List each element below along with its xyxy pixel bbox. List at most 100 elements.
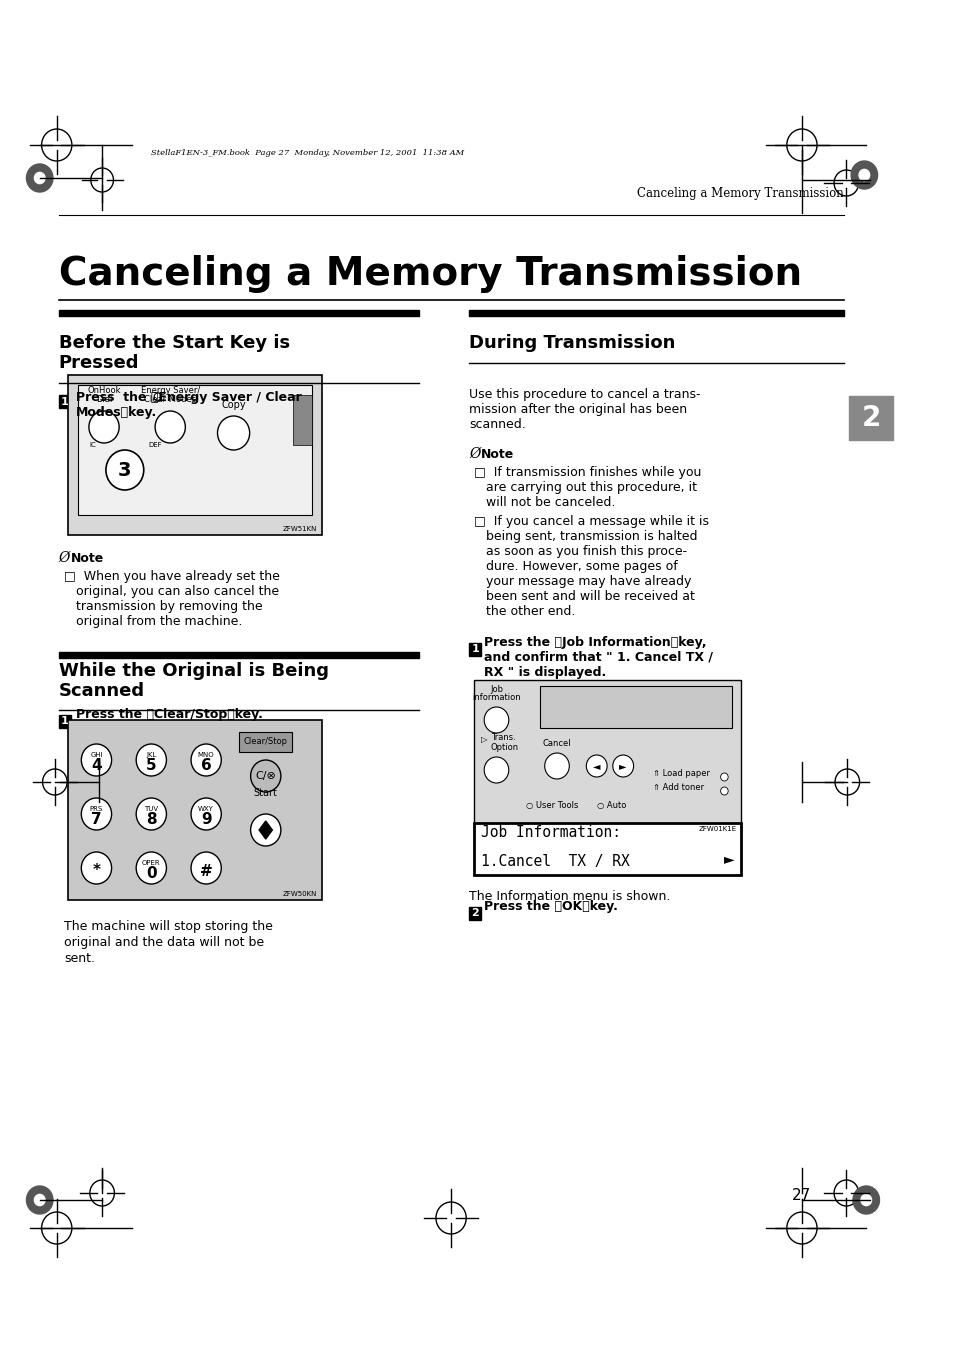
- Text: the other end.: the other end.: [474, 605, 575, 617]
- Bar: [539, 686, 731, 728]
- Text: Job: Job: [490, 685, 502, 694]
- Text: 2: 2: [471, 908, 478, 917]
- Text: original, you can also cancel the: original, you can also cancel the: [64, 585, 279, 598]
- FancyBboxPatch shape: [58, 715, 71, 728]
- Text: original from the machine.: original from the machine.: [64, 615, 242, 628]
- Text: transmission by removing the: transmission by removing the: [64, 600, 263, 613]
- Circle shape: [586, 755, 606, 777]
- Text: MNO: MNO: [197, 753, 214, 758]
- Circle shape: [191, 852, 221, 884]
- Text: Press the 【Clear/Stop】key.: Press the 【Clear/Stop】key.: [75, 708, 262, 721]
- Text: Energy Saver/: Energy Saver/: [140, 386, 199, 394]
- Text: Modes】key.: Modes】key.: [75, 407, 156, 419]
- Bar: [848, 396, 892, 440]
- Circle shape: [136, 798, 166, 830]
- Text: Trans.: Trans.: [490, 734, 515, 742]
- Text: 0: 0: [146, 866, 156, 881]
- Text: Ø: Ø: [58, 551, 70, 565]
- Text: Job Information:: Job Information:: [481, 825, 620, 840]
- Circle shape: [852, 1186, 879, 1215]
- Text: Press the 【Job Information】key,: Press the 【Job Information】key,: [484, 636, 706, 648]
- Text: 5: 5: [146, 758, 156, 773]
- Text: 1: 1: [61, 397, 69, 407]
- Circle shape: [154, 393, 162, 401]
- Circle shape: [81, 744, 112, 775]
- Circle shape: [89, 411, 119, 443]
- Text: ZFW51KN: ZFW51KN: [282, 526, 316, 532]
- Polygon shape: [259, 821, 272, 839]
- Circle shape: [720, 773, 727, 781]
- Text: RX " is displayed.: RX " is displayed.: [484, 666, 606, 680]
- Text: ZFW50KN: ZFW50KN: [282, 892, 316, 897]
- Text: 1: 1: [471, 644, 478, 654]
- Text: information: information: [472, 693, 520, 703]
- Text: 1.Cancel  TX / RX: 1.Cancel TX / RX: [481, 854, 629, 869]
- Text: TUV: TUV: [144, 807, 158, 812]
- Text: 8: 8: [146, 812, 156, 827]
- Text: ⇑ Load paper: ⇑ Load paper: [653, 769, 710, 778]
- Text: Note: Note: [71, 553, 104, 565]
- Circle shape: [191, 798, 221, 830]
- FancyBboxPatch shape: [469, 907, 481, 920]
- Circle shape: [858, 169, 869, 181]
- Text: DEF: DEF: [149, 442, 162, 449]
- Bar: [239, 732, 292, 753]
- Circle shape: [27, 163, 53, 192]
- Circle shape: [544, 753, 569, 780]
- Circle shape: [850, 161, 877, 189]
- Bar: [68, 376, 321, 535]
- Circle shape: [27, 1186, 53, 1215]
- Text: OnHook: OnHook: [87, 386, 121, 394]
- Circle shape: [484, 757, 508, 784]
- Text: ⇑ Add toner: ⇑ Add toner: [653, 784, 704, 792]
- Text: #: #: [199, 863, 213, 878]
- Text: PRS: PRS: [90, 807, 103, 812]
- Text: Press  the 【Energy Saver / Clear: Press the 【Energy Saver / Clear: [75, 390, 301, 404]
- Text: Note: Note: [481, 449, 514, 461]
- Text: C/⊗: C/⊗: [255, 771, 275, 781]
- Text: The Information menu is shown.: The Information menu is shown.: [469, 890, 670, 902]
- Text: Use this procedure to cancel a trans-: Use this procedure to cancel a trans-: [469, 388, 700, 401]
- Text: are carrying out this procedure, it: are carrying out this procedure, it: [474, 481, 696, 494]
- Text: ◄: ◄: [593, 761, 599, 771]
- Text: GHI: GHI: [90, 753, 103, 758]
- Text: Copy: Copy: [221, 400, 246, 409]
- FancyBboxPatch shape: [469, 643, 481, 657]
- Circle shape: [136, 852, 166, 884]
- Text: Scanned: Scanned: [58, 682, 145, 700]
- Text: □  When you have already set the: □ When you have already set the: [64, 570, 280, 584]
- Text: Before the Start Key is: Before the Start Key is: [58, 334, 290, 353]
- Text: □  If you cancel a message while it is: □ If you cancel a message while it is: [474, 515, 708, 528]
- Text: Pressed: Pressed: [58, 354, 139, 372]
- Text: During Transmission: During Transmission: [469, 334, 675, 353]
- Text: original and the data will not be: original and the data will not be: [64, 936, 264, 948]
- Circle shape: [81, 798, 112, 830]
- Text: While the Original is Being: While the Original is Being: [58, 662, 328, 680]
- Text: ○ User Tools: ○ User Tools: [525, 801, 578, 811]
- Circle shape: [155, 411, 185, 443]
- Text: scanned.: scanned.: [469, 417, 525, 431]
- Circle shape: [720, 788, 727, 794]
- Text: Dial: Dial: [95, 394, 112, 404]
- Text: Clear Modes: Clear Modes: [144, 394, 196, 404]
- Text: and confirm that " 1. Cancel TX /: and confirm that " 1. Cancel TX /: [484, 651, 713, 663]
- Text: dure. However, some pages of: dure. However, some pages of: [474, 561, 677, 573]
- Circle shape: [106, 450, 144, 490]
- Text: ZFW01K1E: ZFW01K1E: [698, 825, 736, 832]
- Text: WXY: WXY: [198, 807, 213, 812]
- Text: IC: IC: [89, 442, 95, 449]
- Text: Press the 【OK】key.: Press the 【OK】key.: [484, 900, 618, 913]
- Circle shape: [484, 707, 508, 734]
- Text: *: *: [92, 863, 100, 878]
- Polygon shape: [293, 394, 312, 444]
- Text: 2: 2: [861, 404, 880, 432]
- Circle shape: [136, 744, 166, 775]
- Text: mission after the original has been: mission after the original has been: [469, 403, 686, 416]
- Text: Canceling a Memory Transmission: Canceling a Memory Transmission: [636, 186, 842, 200]
- Text: Cancel: Cancel: [542, 739, 571, 748]
- Circle shape: [81, 852, 112, 884]
- Text: OPER: OPER: [142, 861, 160, 866]
- Circle shape: [251, 761, 280, 792]
- Text: Ø: Ø: [469, 447, 480, 461]
- Circle shape: [251, 815, 280, 846]
